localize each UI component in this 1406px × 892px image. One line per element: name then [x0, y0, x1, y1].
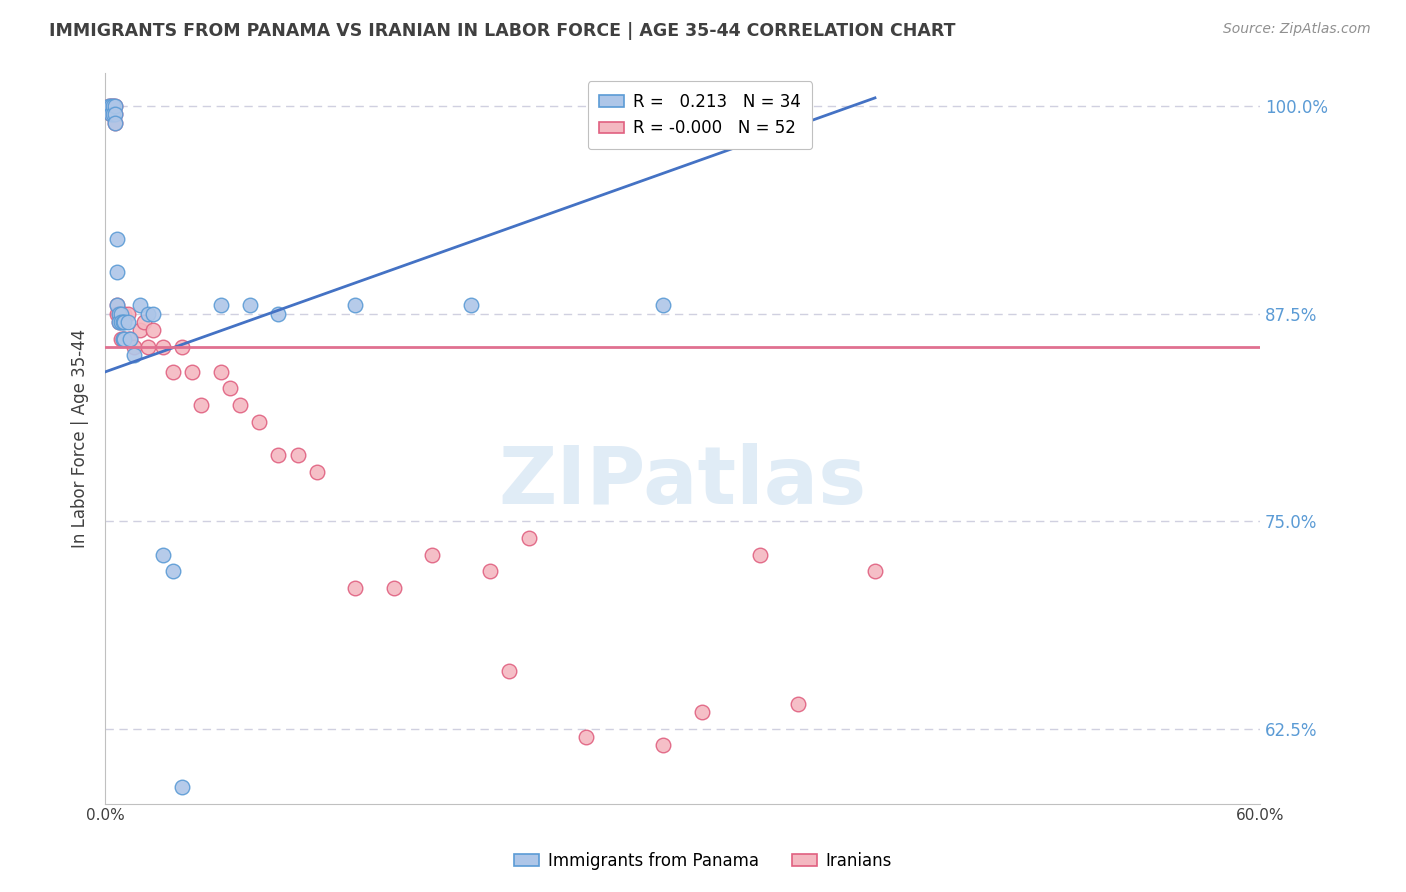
- Point: [114, 332, 136, 346]
- Point: [136, 307, 159, 321]
- Point: [122, 348, 145, 362]
- Legend: Immigrants from Panama, Iranians: Immigrants from Panama, Iranians: [508, 846, 898, 877]
- Point: [111, 315, 134, 329]
- Point: [690, 706, 713, 720]
- Point: [101, 107, 124, 121]
- Point: [111, 332, 134, 346]
- Point: [120, 332, 142, 346]
- Point: [105, 265, 128, 279]
- Point: [863, 564, 886, 578]
- Point: [105, 307, 128, 321]
- Text: Source: ZipAtlas.com: Source: ZipAtlas.com: [1223, 22, 1371, 37]
- Point: [247, 415, 270, 429]
- Point: [748, 548, 770, 562]
- Point: [172, 780, 194, 794]
- Point: [98, 99, 121, 113]
- Point: [132, 315, 155, 329]
- Point: [162, 365, 184, 379]
- Point: [104, 99, 127, 113]
- Point: [110, 315, 132, 329]
- Point: [209, 298, 232, 312]
- Point: [209, 365, 232, 379]
- Point: [117, 332, 139, 346]
- Point: [142, 307, 165, 321]
- Point: [120, 332, 142, 346]
- Point: [267, 448, 290, 462]
- Point: [114, 307, 136, 321]
- Point: [190, 398, 212, 412]
- Point: [101, 99, 124, 113]
- Point: [101, 99, 124, 113]
- Legend: R =   0.213   N = 34, R = -0.000   N = 52: R = 0.213 N = 34, R = -0.000 N = 52: [588, 81, 813, 149]
- Point: [128, 323, 150, 337]
- Point: [517, 531, 540, 545]
- Point: [107, 315, 129, 329]
- Point: [575, 730, 598, 744]
- Y-axis label: In Labor Force | Age 35-44: In Labor Force | Age 35-44: [72, 329, 89, 548]
- Point: [107, 307, 129, 321]
- Point: [344, 298, 367, 312]
- Point: [422, 548, 444, 562]
- Point: [110, 307, 132, 321]
- Point: [117, 307, 139, 321]
- Point: [111, 307, 134, 321]
- Point: [238, 298, 260, 312]
- Point: [117, 315, 139, 329]
- Point: [104, 107, 127, 121]
- Point: [142, 323, 165, 337]
- Point: [107, 307, 129, 321]
- Point: [110, 332, 132, 346]
- Point: [100, 107, 122, 121]
- Point: [180, 365, 202, 379]
- Point: [152, 340, 174, 354]
- Point: [287, 448, 309, 462]
- Point: [652, 298, 675, 312]
- Point: [105, 298, 128, 312]
- Point: [98, 99, 121, 113]
- Point: [787, 697, 810, 711]
- Point: [104, 116, 127, 130]
- Point: [107, 315, 129, 329]
- Text: ZIPatlas: ZIPatlas: [498, 443, 866, 521]
- Point: [652, 739, 675, 753]
- Point: [100, 107, 122, 121]
- Point: [305, 465, 328, 479]
- Point: [114, 315, 136, 329]
- Point: [219, 382, 242, 396]
- Point: [128, 298, 150, 312]
- Text: IMMIGRANTS FROM PANAMA VS IRANIAN IN LABOR FORCE | AGE 35-44 CORRELATION CHART: IMMIGRANTS FROM PANAMA VS IRANIAN IN LAB…: [49, 22, 956, 40]
- Point: [105, 232, 128, 246]
- Point: [267, 307, 290, 321]
- Point: [100, 99, 122, 113]
- Point: [114, 332, 136, 346]
- Point: [162, 564, 184, 578]
- Point: [479, 564, 502, 578]
- Point: [382, 581, 405, 595]
- Point: [111, 332, 134, 346]
- Point: [100, 99, 122, 113]
- Point: [104, 107, 127, 121]
- Point: [136, 340, 159, 354]
- Point: [104, 99, 127, 113]
- Point: [152, 548, 174, 562]
- Point: [172, 340, 194, 354]
- Point: [101, 107, 124, 121]
- Point: [110, 307, 132, 321]
- Point: [498, 664, 520, 678]
- Point: [229, 398, 252, 412]
- Point: [105, 298, 128, 312]
- Point: [344, 581, 367, 595]
- Point: [460, 298, 482, 312]
- Point: [104, 116, 127, 130]
- Point: [122, 340, 145, 354]
